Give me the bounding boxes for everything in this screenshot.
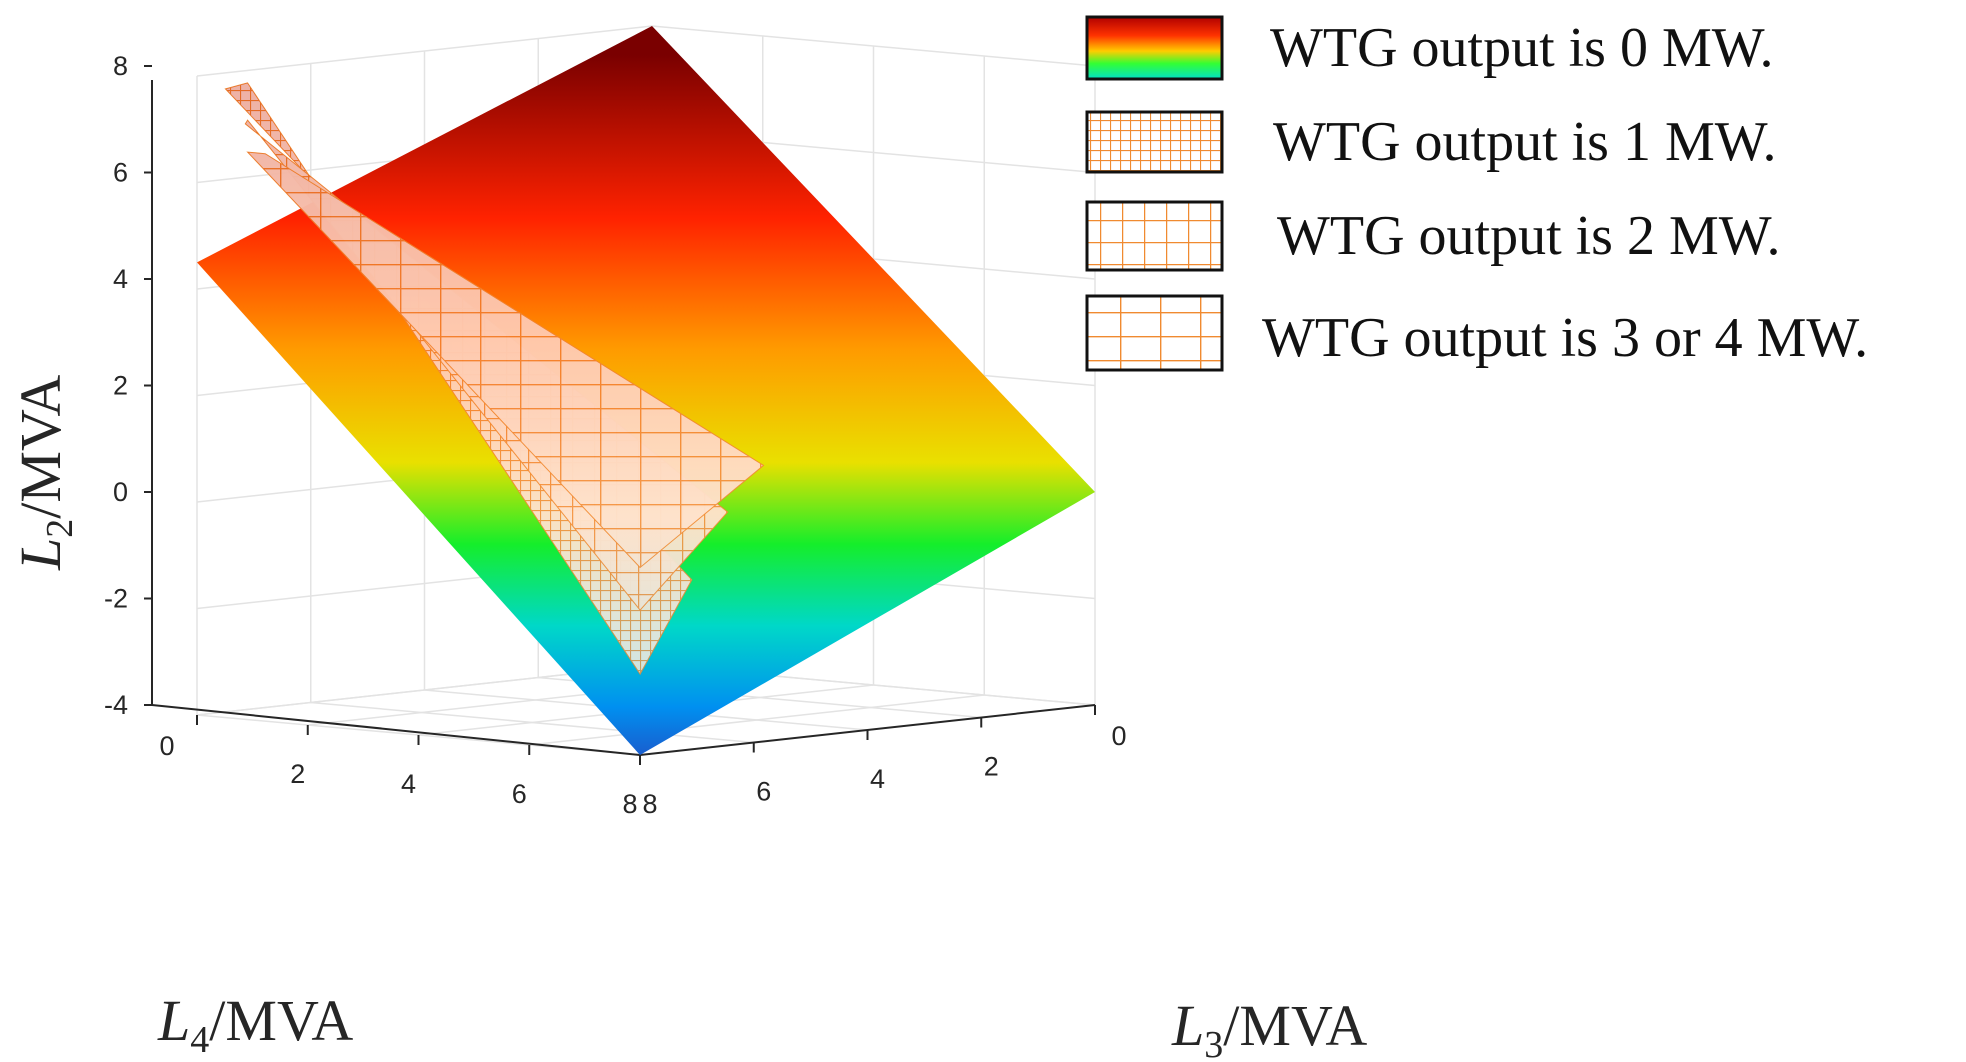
tick-labels: -4 -2 0 2 4 6 8 0 2 4 6 8 0 2 4 6 8 xyxy=(104,51,1127,819)
z-tick-label: 2 xyxy=(113,371,128,401)
x-tick-label: 6 xyxy=(512,779,527,809)
z-axis-label: L2/MVA xyxy=(8,375,81,571)
x-axis-line xyxy=(151,704,641,756)
x-axis-label: L4/MVA xyxy=(157,988,353,1061)
legend-label-0mw: WTG output is 0 MW. xyxy=(1270,17,1773,79)
mesh-tint-3 xyxy=(247,152,764,568)
grid-line xyxy=(651,25,1096,67)
z-tick-label: 4 xyxy=(113,264,128,294)
z-tick-label: 8 xyxy=(113,51,128,81)
legend-label-2mw: WTG output is 2 MW. xyxy=(1277,205,1780,267)
surfaces xyxy=(197,26,1095,755)
y-tick-label: 0 xyxy=(1111,721,1126,751)
legend-swatch-0mw xyxy=(1085,15,1224,81)
legend-swatch-3mw xyxy=(1085,294,1224,372)
z-tick-label: 0 xyxy=(113,477,128,507)
z-tick-label: -2 xyxy=(104,584,128,614)
z-tick-label: 6 xyxy=(113,158,128,188)
grid-line xyxy=(529,694,985,746)
x-tick-label: 2 xyxy=(290,759,305,789)
x-tick-label: 0 xyxy=(159,731,174,761)
y-tick-label: 4 xyxy=(870,764,885,794)
legend-label-3mw: WTG output is 3 or 4 MW. xyxy=(1262,307,1868,369)
y-tick-label: 2 xyxy=(984,752,999,782)
y-axis-label: L3/MVA xyxy=(1171,993,1367,1062)
y-tick-label: 6 xyxy=(756,777,771,807)
z-tick-label: -4 xyxy=(104,690,128,720)
x-tick-label: 8 xyxy=(622,789,637,819)
y-tick-label: 8 xyxy=(642,789,657,819)
legend-label-1mw: WTG output is 1 MW. xyxy=(1273,111,1776,173)
legend-swatch-2mw xyxy=(1085,200,1224,272)
legend: WTG output is 0 MW. WTG output is 1 MW. … xyxy=(1085,15,1868,372)
legend-swatch-1mw xyxy=(1085,110,1224,174)
surface-0mw xyxy=(197,26,1095,755)
x-tick-label: 4 xyxy=(401,769,416,799)
grid-line xyxy=(310,701,754,744)
grid-line xyxy=(196,25,653,77)
